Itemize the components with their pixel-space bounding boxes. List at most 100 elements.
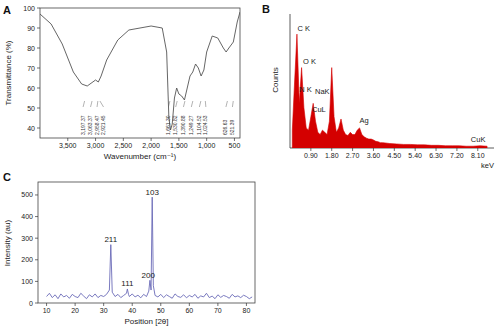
x-tick-label: 60 [185, 307, 193, 314]
y-tick [37, 88, 40, 89]
y-tick [35, 238, 38, 239]
data-group [47, 197, 253, 299]
x-tick-label: 4.50 [388, 152, 402, 159]
peak-leader [168, 101, 170, 107]
x-tick [217, 303, 218, 306]
peak-label: C K [297, 24, 310, 33]
x-tick [95, 138, 96, 141]
x-tick-label: 80 [243, 307, 251, 314]
peak-leader [191, 101, 193, 107]
x-axis-label: Wavenumber (cm⁻¹) [104, 152, 177, 161]
spectrum-line [47, 197, 253, 299]
y-tick-label: 0 [29, 300, 33, 307]
x-tick [352, 148, 353, 151]
x-tick-label: 3.60 [367, 152, 381, 159]
peak-label: 626.63 [222, 119, 228, 135]
y-tick-label: 60 [27, 85, 35, 92]
y-tick [37, 68, 40, 69]
y-axis [290, 14, 291, 148]
x-tick [456, 148, 457, 151]
x-tick-label: 1,500 [170, 142, 188, 149]
peak-label: NaK [315, 87, 330, 96]
peak-label: CuL [312, 105, 326, 114]
x-tick-label: 5.40 [408, 152, 422, 159]
x-tick [331, 148, 332, 151]
y-tick [37, 48, 40, 49]
peak-label: 521.39 [229, 119, 235, 135]
data-group [40, 12, 240, 130]
x-tick [373, 148, 374, 151]
y-tick-label: 100 [21, 278, 33, 285]
y-tick [37, 128, 40, 129]
x-tick-label: 0.90 [304, 152, 318, 159]
data-group [292, 34, 487, 148]
peak-label: 3,063.37 [87, 115, 93, 135]
y-tick [35, 194, 38, 195]
x-tick-label: 20 [71, 307, 79, 314]
y-tick [35, 259, 38, 260]
x-tick [206, 138, 207, 141]
x-tick [67, 138, 68, 141]
peak-label: 103 [146, 188, 160, 197]
panel: 3,5003,0002,5002,0001,5001,0005004050607… [3, 4, 240, 161]
peak-leader [183, 101, 185, 107]
x-tick-label: 30 [100, 307, 108, 314]
panel-letter: A [3, 4, 11, 16]
y-axis-label: Intensity (au) [3, 220, 12, 267]
y-tick [35, 281, 38, 282]
x-tick [123, 138, 124, 141]
y-tick-label: 50 [27, 105, 35, 112]
x-axis-label: keV [481, 161, 494, 170]
y-axis-label: Counts [271, 67, 280, 92]
peak-label: O K [303, 57, 316, 66]
peak-leader [199, 101, 201, 107]
x-tick [189, 303, 190, 306]
spectrum-line [40, 12, 240, 130]
peak-label: 211 [104, 235, 117, 244]
y-tick-label: 300 [21, 235, 33, 242]
y-tick [37, 108, 40, 109]
peak-leader [205, 101, 207, 107]
x-tick-label: 50 [157, 307, 165, 314]
x-tick-label: 500 [229, 142, 241, 149]
x-tick [246, 303, 247, 306]
x-tick-label: 70 [214, 307, 222, 314]
panel-letter: B [262, 3, 270, 15]
x-tick [132, 303, 133, 306]
y-tick [37, 8, 40, 9]
spectrum-area [292, 34, 487, 148]
peak-leader [226, 101, 228, 107]
plot-frame [40, 8, 240, 138]
peak-label: 111 [121, 279, 134, 288]
peak-label: N K [299, 85, 312, 94]
peak-leader [100, 101, 104, 107]
x-tick [103, 303, 104, 306]
x-tick [415, 148, 416, 151]
peak-label: 1,530.82 [172, 115, 178, 135]
panel: 10203040506070800100200300400500CPositio… [3, 171, 255, 326]
y-tick [37, 28, 40, 29]
peak-label: 1,104.52 [196, 115, 202, 135]
x-tick-label: 3,000 [87, 142, 105, 149]
peak-leader [232, 101, 234, 107]
y-tick-label: 200 [21, 256, 33, 263]
peak-label: Ag [360, 116, 369, 125]
peak-leader [97, 101, 99, 107]
x-tick-label: 1,000 [198, 142, 216, 149]
plot-frame [38, 182, 255, 303]
x-tick [436, 148, 437, 151]
y-tick [35, 216, 38, 217]
panel: 0.901.802.703.604.505.406.307.208.10BkeV… [262, 3, 494, 170]
y-tick-label: 80 [27, 45, 35, 52]
peak-leader [91, 101, 93, 107]
y-tick-label: 90 [27, 25, 35, 32]
x-tick [310, 148, 311, 151]
peak-label: 1,661.30 [165, 115, 171, 135]
x-tick [151, 138, 152, 141]
x-axis-label: Position [2θ] [124, 317, 168, 326]
y-tick-label: 500 [21, 191, 33, 198]
peak-label: CuK [471, 135, 486, 144]
peak-label: 1,024.53 [202, 115, 208, 135]
x-tick [160, 303, 161, 306]
x-tick [75, 303, 76, 306]
